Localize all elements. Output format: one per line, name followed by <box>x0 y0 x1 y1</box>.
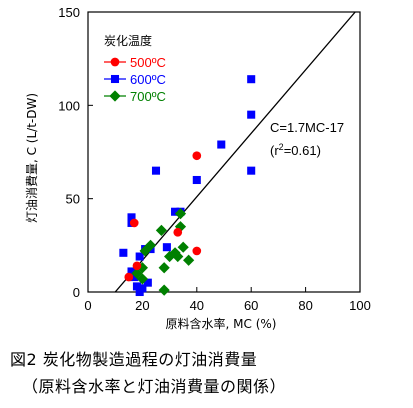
data-point-square <box>130 273 139 282</box>
r-squared-label: (r2=0.61) <box>270 142 321 158</box>
data-point-square <box>132 282 141 291</box>
data-point-square <box>247 75 256 84</box>
y-tick-label: 50 <box>66 192 80 207</box>
data-point-square <box>151 166 161 175</box>
data-point-square <box>192 175 201 185</box>
legend-marker-circle <box>110 57 120 67</box>
legend: 炭化温度 500ºC 600ºC 700ºC <box>104 33 166 104</box>
data-point-diamond <box>177 241 189 253</box>
legend-title: 炭化温度 <box>104 33 152 48</box>
regression-annotation: C=1.7MC-17 (r2=0.61) <box>270 120 344 158</box>
data-point-square <box>119 248 128 257</box>
data-point-square <box>247 110 256 119</box>
data-point-diamond <box>136 273 148 285</box>
x-axis-title: 原料含水率, MC (%) <box>166 316 277 331</box>
x-tick-label: 0 <box>84 298 91 313</box>
data-point-diamond <box>174 208 187 220</box>
data-point-square <box>247 166 256 175</box>
data-point-circle <box>129 218 139 228</box>
data-point-square <box>143 278 152 287</box>
data-point-circle <box>192 246 202 256</box>
data-point-diamond <box>158 262 170 274</box>
data-point-square <box>127 267 136 276</box>
data-point-diamond <box>158 284 170 296</box>
y-axis-title: 灯油消費量, C (L/t-DW) <box>24 93 39 223</box>
data-point-diamond <box>183 254 195 266</box>
legend-marker-diamond <box>109 90 121 102</box>
data-point-circle <box>192 151 202 161</box>
y-tick-label: 100 <box>58 98 80 113</box>
data-point-square <box>217 140 226 149</box>
data-point-circle <box>173 227 183 237</box>
x-tick-label: 60 <box>244 298 258 313</box>
data-point-square <box>171 207 180 216</box>
legend-label: 700ºC <box>130 89 166 104</box>
figure-subcaption: （原料含水率と灯油消費量の関係） <box>22 377 287 396</box>
legend-marker-square <box>110 74 120 84</box>
data-point-diamond <box>172 250 184 263</box>
x-tick-label: 40 <box>190 298 204 313</box>
data-point-square <box>135 252 144 261</box>
legend-label: 600ºC <box>130 72 166 87</box>
x-tick-label: 20 <box>135 298 149 313</box>
data-point-diamond <box>164 250 176 263</box>
legend-label: 500ºC <box>130 55 166 70</box>
data-point-square <box>162 243 171 252</box>
y-tick-label: 0 <box>73 285 80 300</box>
plot-frame <box>87 11 361 293</box>
data-point-circle <box>124 272 134 282</box>
figure-caption: 図2 炭化物製造過程の灯油消費量 <box>10 350 258 369</box>
y-tick-label: 150 <box>58 5 80 20</box>
data-point-diamond <box>155 224 168 236</box>
data-point-square <box>138 284 147 293</box>
data-point-diamond <box>139 245 151 257</box>
data-point-circle <box>132 261 142 271</box>
x-tick-label: 80 <box>298 298 312 313</box>
regression-equation: C=1.7MC-17 <box>270 120 344 135</box>
x-tick-label: 100 <box>349 298 371 313</box>
data-point-square <box>127 213 136 222</box>
